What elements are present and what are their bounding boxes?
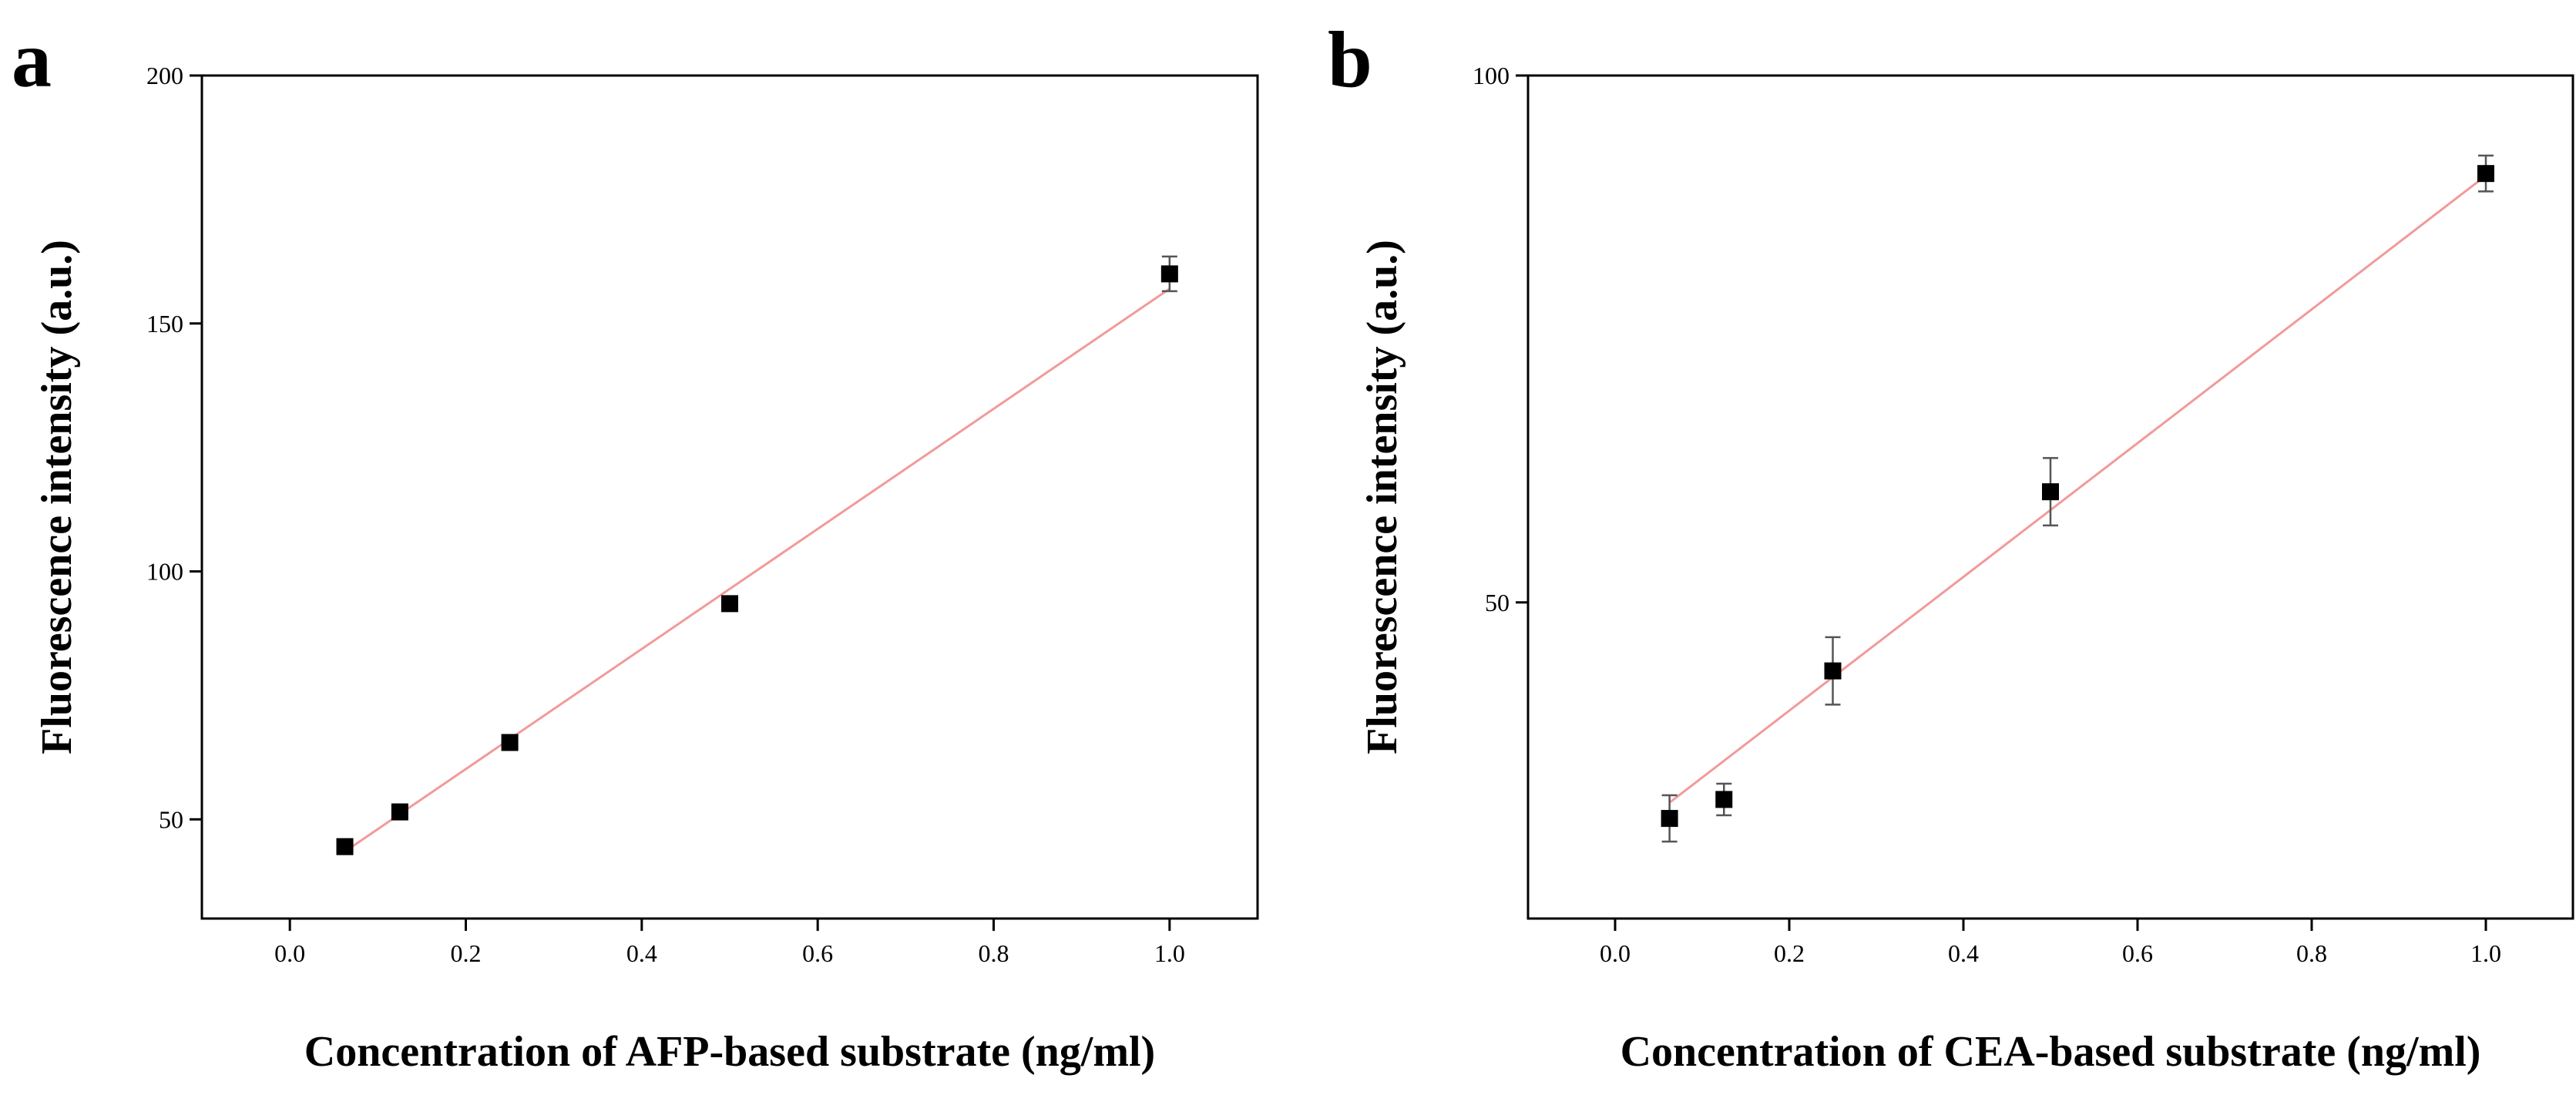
x-tick-label-a-1: 0.2 (451, 939, 482, 967)
x-axis-label-b: Concentration of CEA-based substrate (ng… (1620, 1028, 2481, 1076)
chart-panel-b: b 0.0 0.2 0.4 0.6 0.8 1.0 50 100 Concentration … (1328, 15, 2574, 1076)
x-tick-label-b-0: 0.0 (1600, 939, 1631, 967)
x-tick-label-a-3: 0.6 (802, 939, 833, 967)
plot-frame-b (1526, 74, 2574, 920)
x-tick-label-a-5: 1.0 (1154, 939, 1185, 967)
x-axis-label-a: Concentration of AFP-based substrate (ng… (304, 1028, 1155, 1076)
y-tick-label-a-1: 100 (146, 558, 183, 586)
fit-line-group-a (344, 287, 1170, 853)
data-point-a-1 (391, 803, 408, 821)
data-point-b-1 (1715, 791, 1733, 808)
data-point-a-0 (336, 838, 354, 855)
plot-frame-a (200, 74, 1259, 920)
data-points-a (336, 255, 1178, 855)
y-tick-label-a-2: 150 (146, 310, 183, 338)
y-tick-label-b-1: 100 (1473, 62, 1510, 89)
x-tick-label-a-0: 0.0 (274, 939, 305, 967)
x-tick-label-b-3: 0.6 (2122, 939, 2153, 967)
data-point-a-4 (1160, 265, 1178, 283)
panel-label-b: b (1328, 15, 1372, 104)
x-tick-label-b-2: 0.4 (1948, 939, 1979, 967)
y-tick-label-a-0: 50 (159, 805, 183, 833)
data-points-b (1661, 154, 2494, 843)
x-tick-label-b-4: 0.8 (2296, 939, 2327, 967)
data-point-b-4 (2477, 165, 2494, 183)
axis-ticks-a: 0.0 0.2 0.4 0.6 0.8 1.0 50 100 150 200 (146, 62, 1185, 967)
x-tick-label-a-2: 0.4 (626, 939, 657, 967)
y-axis-label-a: Fluorescence intensity (a.u.) (33, 240, 81, 754)
chart-panel-a: a 0.0 0.2 0.4 0.6 0.8 1.0 50 100 150 200 Concentr… (12, 15, 1259, 1076)
panel-label-a: a (12, 15, 52, 104)
fit-line-b (1668, 174, 2487, 804)
data-point-a-3 (721, 595, 738, 613)
data-point-b-3 (2042, 483, 2059, 501)
y-tick-label-b-0: 50 (1485, 589, 1510, 616)
x-tick-label-b-5: 1.0 (2470, 939, 2501, 967)
fit-line-a (344, 287, 1170, 853)
y-tick-label-a-3: 200 (146, 62, 183, 89)
axis-ticks-b: 0.0 0.2 0.4 0.6 0.8 1.0 50 100 (1473, 62, 2501, 967)
x-tick-label-a-4: 0.8 (979, 939, 1009, 967)
data-point-b-2 (1824, 662, 1842, 680)
x-tick-label-b-1: 0.2 (1774, 939, 1805, 967)
y-axis-label-b: Fluorescence intensity (a.u.) (1359, 240, 1406, 754)
fit-line-group-b (1668, 174, 2487, 804)
data-point-b-0 (1661, 810, 1678, 828)
data-point-a-2 (501, 734, 519, 751)
